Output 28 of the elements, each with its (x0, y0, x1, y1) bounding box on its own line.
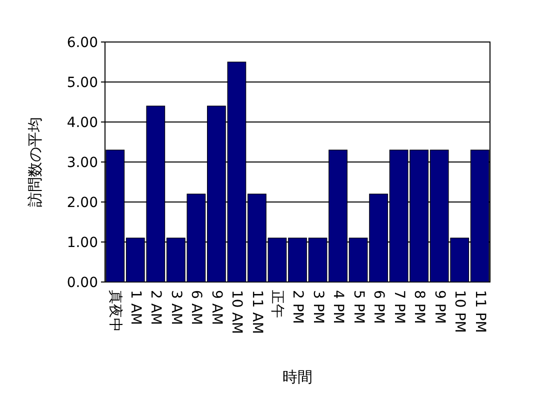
x-tick-label: 11 PM (472, 290, 488, 333)
x-tick-label: 3 PM (310, 290, 326, 324)
x-tick-label: 11 AM (248, 290, 265, 334)
x-tick-label: 7 PM (390, 290, 407, 324)
y-tick-label: 6.00 (66, 35, 98, 51)
x-tick-label: 6 AM (188, 290, 204, 326)
x-tick-label: 5 PM (350, 290, 366, 324)
x-tick-label: 3 AM (168, 290, 184, 326)
y-tick-label: 2.00 (66, 195, 98, 211)
x-tick-label: 4 PM (330, 290, 346, 324)
x-tick-label: 10 AM (228, 290, 245, 334)
y-tick-label: 4.00 (66, 115, 98, 131)
y-tick-label: 1.00 (66, 235, 98, 251)
x-tick-label: 9 AM (208, 290, 224, 326)
x-tick-label: 真夜中 (107, 290, 124, 332)
x-tick-label: 9 PM (431, 290, 448, 324)
x-tick-label: 2 AM (148, 290, 164, 326)
y-axis-title: 訪問数の平均 (26, 117, 44, 207)
y-tick-label: 3.00 (66, 155, 98, 171)
x-tick-label: 1 AM (127, 290, 144, 326)
x-tick-label: 正午 (269, 290, 286, 318)
x-tick-label: 6 PM (370, 290, 387, 324)
x-tick-label: 10 PM (452, 290, 468, 333)
x-axis-title: 時間 (282, 368, 312, 386)
y-tick-label: 5.00 (66, 75, 98, 91)
x-tick-label: 2 PM (290, 290, 306, 324)
y-tick-label: 0.00 (66, 275, 98, 291)
x-tick-label: 8 PM (411, 290, 428, 324)
